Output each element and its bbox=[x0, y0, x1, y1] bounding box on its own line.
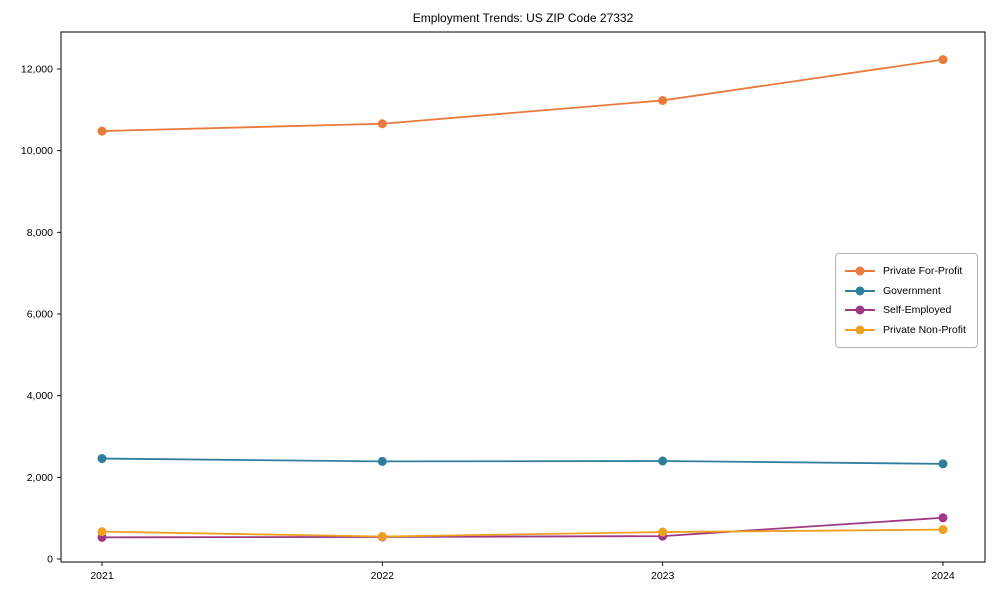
data-point-private-for-profit-2022 bbox=[377, 119, 387, 129]
x-tick-label: 2022 bbox=[371, 570, 395, 582]
legend-item-private-non-profit: Private Non-Profit bbox=[845, 324, 971, 336]
y-tick-label: 4,000 bbox=[27, 390, 53, 402]
legend-line-marker-icon bbox=[845, 286, 875, 296]
x-tick-label: 2023 bbox=[651, 570, 675, 582]
data-point-private-non-profit-2022 bbox=[377, 532, 387, 542]
legend-item-private-for-profit: Private For-Profit bbox=[845, 265, 971, 277]
data-point-private-for-profit-2024 bbox=[938, 55, 948, 65]
legend-label: Private For-Profit bbox=[883, 265, 963, 278]
series-line-private-non-profit bbox=[101, 528, 944, 538]
data-point-private-for-profit-2023 bbox=[658, 95, 668, 105]
data-point-government-2022 bbox=[377, 456, 387, 466]
plot-frame bbox=[60, 31, 986, 563]
y-tick-label: 0 bbox=[47, 554, 53, 566]
y-tick-label: 12,000 bbox=[21, 64, 53, 76]
data-point-government-2023 bbox=[658, 456, 668, 466]
series-line-self-employed bbox=[101, 516, 944, 539]
data-point-private-for-profit-2021 bbox=[97, 126, 107, 136]
legend-line-marker-icon bbox=[845, 266, 875, 276]
legend-label: Government bbox=[883, 284, 941, 297]
data-point-private-non-profit-2024 bbox=[938, 525, 948, 535]
series-line-private-for-profit bbox=[101, 58, 944, 132]
legend-item-government: Government bbox=[845, 285, 971, 297]
data-point-private-non-profit-2021 bbox=[97, 527, 107, 537]
legend-dot-icon bbox=[855, 286, 865, 296]
y-tick-label: 6,000 bbox=[27, 309, 53, 321]
data-point-self-employed-2024 bbox=[938, 513, 948, 523]
chart-title: Employment Trends: US ZIP Code 27332 bbox=[412, 11, 634, 25]
legend-dot-icon bbox=[855, 325, 865, 335]
legend-dot-icon bbox=[855, 305, 865, 315]
legend-line-marker-icon bbox=[845, 325, 875, 335]
x-tick-label: 2024 bbox=[931, 570, 955, 582]
legend-line-marker-icon bbox=[845, 305, 875, 315]
series-line-government bbox=[101, 457, 944, 465]
legend-item-self-employed: Self-Employed bbox=[845, 304, 971, 316]
legend-dot-icon bbox=[855, 266, 865, 276]
x-tick-label: 2021 bbox=[90, 570, 114, 582]
y-tick-label: 10,000 bbox=[21, 145, 53, 157]
y-tick-label: 8,000 bbox=[27, 227, 53, 239]
chart-legend: Private For-Profit Government Self-Employe… bbox=[835, 253, 978, 348]
legend-label: Self-Employed bbox=[883, 304, 952, 317]
data-point-government-2024 bbox=[938, 459, 948, 469]
y-tick-label: 2,000 bbox=[27, 472, 53, 484]
data-point-government-2021 bbox=[97, 454, 107, 464]
data-point-private-non-profit-2023 bbox=[658, 527, 668, 537]
legend-label: Private Non-Profit bbox=[883, 323, 966, 336]
